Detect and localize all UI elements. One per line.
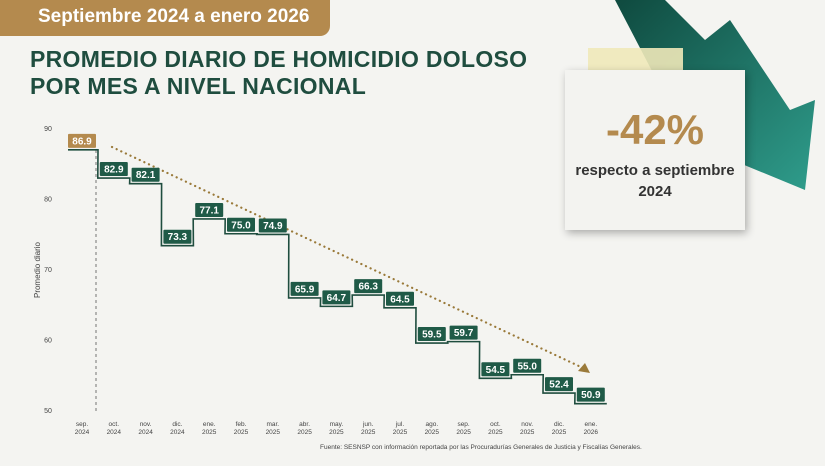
x-tick-label: 2025 <box>520 429 535 436</box>
y-tick-label: 80 <box>44 197 52 204</box>
x-tick-label: 2025 <box>393 429 408 436</box>
trend-line <box>110 145 585 370</box>
data-label: 73.3 <box>168 232 188 243</box>
data-label: 82.1 <box>136 170 156 181</box>
x-tick-label: 2025 <box>266 429 281 436</box>
x-tick-label: 2025 <box>297 429 312 436</box>
data-label-box <box>417 327 446 342</box>
x-tick-label: ene. <box>584 421 597 428</box>
reduction-note: -42% respecto a septiembre 2024 <box>565 70 745 230</box>
x-tick-label: nov. <box>521 421 533 428</box>
source-note: Fuente: SESNSP con información reportada… <box>320 444 642 451</box>
x-tick-label: 2025 <box>488 429 503 436</box>
note-line-1: respecto a septiembre <box>575 162 735 179</box>
data-label-box <box>258 218 287 233</box>
x-tick-label: sep. <box>76 421 88 428</box>
data-label: 59.5 <box>422 330 442 341</box>
x-tick-label: oct. <box>109 421 120 428</box>
data-label: 54.5 <box>486 365 506 376</box>
x-tick-label: 2026 <box>584 429 599 436</box>
y-tick-label: 60 <box>44 338 52 345</box>
data-label: 66.3 <box>358 282 378 293</box>
data-label-box <box>195 202 224 217</box>
x-tick-label: abr. <box>299 421 310 428</box>
data-label-box <box>131 167 160 182</box>
x-tick-label: ene. <box>203 421 216 428</box>
period-banner: Septiembre 2024 a enero 2026 <box>0 0 330 36</box>
x-tick-label: 2024 <box>138 429 153 436</box>
data-label: 74.9 <box>263 221 283 232</box>
note-line-2: 2024 <box>638 183 672 200</box>
x-tick-label: dic. <box>554 421 564 428</box>
data-label-box <box>354 279 383 294</box>
data-label-box <box>576 387 605 402</box>
x-tick-label: sep. <box>457 421 469 428</box>
trend-arrowhead <box>578 363 590 373</box>
y-tick-label: 90 <box>44 126 52 133</box>
reduction-value: -42% <box>605 106 705 153</box>
x-tick-label: 2025 <box>456 429 471 436</box>
data-label: 75.0 <box>231 220 251 231</box>
x-tick-label: 2025 <box>234 429 249 436</box>
data-label: 86.9 <box>72 136 92 147</box>
title-line-2: POR MES A NIVEL NACIONAL <box>30 73 367 99</box>
x-tick-label: 2025 <box>329 429 344 436</box>
x-tick-label: jul. <box>395 421 405 428</box>
x-tick-label: 2024 <box>107 429 122 436</box>
x-tick-label: dic. <box>172 421 182 428</box>
x-tick-label: 2025 <box>425 429 440 436</box>
x-tick-label: 2025 <box>361 429 376 436</box>
data-label: 65.9 <box>295 284 315 295</box>
data-label: 59.7 <box>454 328 474 339</box>
data-label-box <box>227 217 255 232</box>
data-label-box <box>99 162 128 177</box>
reduction-text: respecto a septiembre 2024 <box>565 160 745 202</box>
x-tick-label: oct. <box>490 421 501 428</box>
data-label: 64.5 <box>390 294 410 305</box>
x-tick-label: 2025 <box>202 429 217 436</box>
data-label-box <box>68 133 96 148</box>
data-label-box <box>513 358 542 373</box>
x-tick-label: feb. <box>236 421 247 428</box>
data-label-box <box>545 377 573 392</box>
x-tick-label: jun. <box>362 421 374 428</box>
y-tick-label: 50 <box>44 408 52 415</box>
x-tick-label: nov. <box>140 421 152 428</box>
x-tick-label: 2025 <box>552 429 567 436</box>
data-label: 64.7 <box>327 293 347 304</box>
data-label: 52.4 <box>549 380 569 391</box>
data-label: 82.9 <box>104 165 124 176</box>
data-label: 50.9 <box>581 390 601 401</box>
data-label: 77.1 <box>199 205 219 216</box>
data-label-box <box>163 229 192 244</box>
data-label-box <box>481 362 510 377</box>
y-tick-label: 70 <box>44 267 52 274</box>
data-label: 55.0 <box>517 361 537 372</box>
step-line <box>68 149 607 405</box>
data-label-box <box>322 290 351 305</box>
chart-title: PROMEDIO DIARIO DE HOMICIDIO DOLOSO POR M… <box>30 46 527 100</box>
data-label-box <box>449 325 478 340</box>
x-tick-label: 2024 <box>75 429 90 436</box>
data-label-box <box>386 291 414 306</box>
data-label-box <box>290 281 319 296</box>
x-tick-label: 2024 <box>170 429 185 436</box>
x-tick-label: ago. <box>425 421 438 428</box>
x-tick-label: may. <box>330 421 344 428</box>
title-line-1: PROMEDIO DIARIO DE HOMICIDIO DOLOSO <box>30 46 528 72</box>
y-axis-label: Promedio diario <box>33 241 42 298</box>
x-tick-label: mar. <box>266 421 279 428</box>
